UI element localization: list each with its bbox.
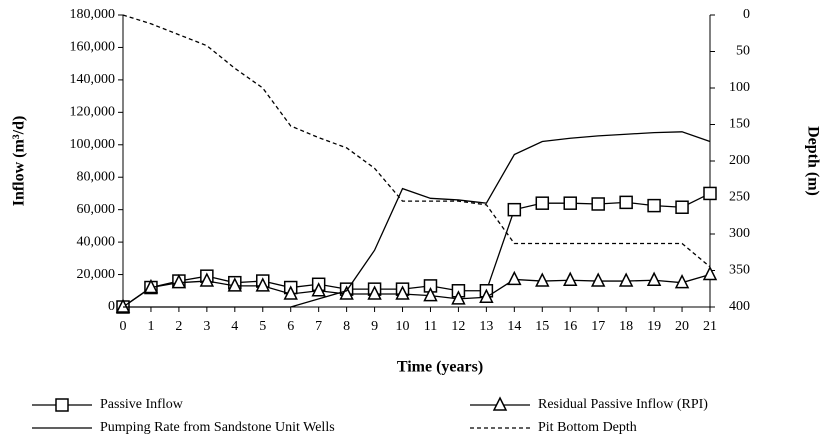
y-tick-label: 80,000 [77, 169, 116, 184]
marker-triangle [171, 273, 187, 289]
y-tick-label: 20,000 [77, 267, 116, 282]
x-tick-label: 21 [703, 319, 717, 334]
marker-triangle [535, 272, 550, 287]
x-tick-label: 16 [563, 319, 577, 334]
y2-tick-label: 250 [729, 190, 750, 205]
marker-triangle [311, 282, 326, 297]
marker-triangle [702, 265, 718, 281]
x-tick-label: 10 [396, 319, 410, 334]
y2-tick-label: 0 [743, 7, 750, 22]
marker-triangle [590, 272, 606, 287]
marker-square [591, 197, 605, 211]
y-tick-label: 100,000 [70, 137, 116, 152]
y-tick-label: 0 [108, 299, 115, 314]
legend-label: Pumping Rate from Sandstone Unit Wells [100, 420, 335, 435]
x-tick-label: 13 [479, 319, 493, 334]
y2-tick-label: 150 [729, 117, 750, 132]
y2-tick-label: 100 [729, 80, 750, 95]
series-line [122, 192, 711, 308]
series-line [122, 273, 711, 308]
y-axis-label: Inflow (m³/d) [11, 116, 28, 207]
marker-square [703, 186, 717, 201]
marker-triangle [646, 271, 662, 286]
y-tick-label: 160,000 [70, 40, 116, 55]
marker-triangle [395, 285, 410, 300]
x-tick-label: 1 [147, 319, 154, 334]
y-tick-label: 180,000 [70, 7, 116, 22]
marker-triangle [479, 288, 494, 304]
x-tick-label: 12 [451, 319, 465, 334]
x-tick-label: 6 [287, 319, 294, 334]
marker-square [563, 196, 577, 210]
x-tick-label: 3 [203, 319, 210, 334]
x-tick-label: 4 [231, 319, 238, 334]
marker-triangle [507, 270, 522, 286]
x-tick-label: 8 [343, 319, 350, 334]
marker-triangle [143, 278, 159, 294]
y2-tick-label: 200 [729, 153, 750, 168]
marker-triangle [115, 298, 131, 313]
y2-tick-label: 300 [729, 226, 750, 241]
x-tick-label: 18 [619, 319, 633, 334]
x-tick-label: 14 [507, 319, 521, 334]
x-axis-label: Time (years) [397, 359, 483, 376]
x-tick-label: 15 [535, 319, 549, 334]
legend-label: Passive Inflow [100, 397, 184, 412]
marker-triangle [451, 290, 466, 305]
marker-triangle [255, 277, 270, 292]
series-line [122, 14, 711, 268]
marker-triangle [227, 277, 243, 292]
marker-square [535, 196, 550, 210]
legend-label: Pit Bottom Depth [538, 420, 637, 435]
marker-square [647, 198, 661, 213]
legend-marker [55, 398, 69, 412]
x-tick-label: 19 [647, 319, 661, 334]
x-tick-label: 7 [315, 319, 322, 334]
y2-tick-label: 350 [729, 263, 750, 278]
x-tick-label: 11 [424, 319, 437, 334]
marker-triangle [199, 272, 215, 287]
y2-tick-label: 400 [729, 299, 750, 314]
y-tick-label: 140,000 [70, 72, 116, 87]
marker-triangle [283, 285, 298, 300]
x-tick-label: 0 [120, 319, 127, 334]
y2-axis-label: Depth (m) [804, 126, 821, 196]
marker-triangle [367, 285, 382, 300]
y-tick-label: 40,000 [77, 234, 116, 249]
marker-triangle [339, 285, 354, 300]
legend-marker [492, 396, 508, 411]
x-tick-label: 20 [675, 319, 689, 334]
marker-square [507, 202, 522, 217]
y2-tick-label: 50 [736, 44, 750, 59]
marker-triangle [563, 271, 578, 286]
legend-label: Residual Passive Inflow (RPI) [538, 397, 708, 412]
marker-triangle [423, 286, 438, 302]
x-tick-label: 5 [259, 319, 266, 334]
marker-square [675, 200, 689, 214]
x-tick-label: 17 [591, 319, 605, 334]
series-line [123, 131, 711, 308]
y-tick-label: 120,000 [70, 105, 116, 120]
y-tick-label: 60,000 [77, 202, 116, 217]
marker-triangle [618, 272, 634, 287]
x-tick-label: 2 [175, 319, 182, 334]
marker-square [619, 195, 633, 210]
marker-triangle [674, 273, 690, 289]
x-tick-label: 9 [371, 319, 378, 334]
